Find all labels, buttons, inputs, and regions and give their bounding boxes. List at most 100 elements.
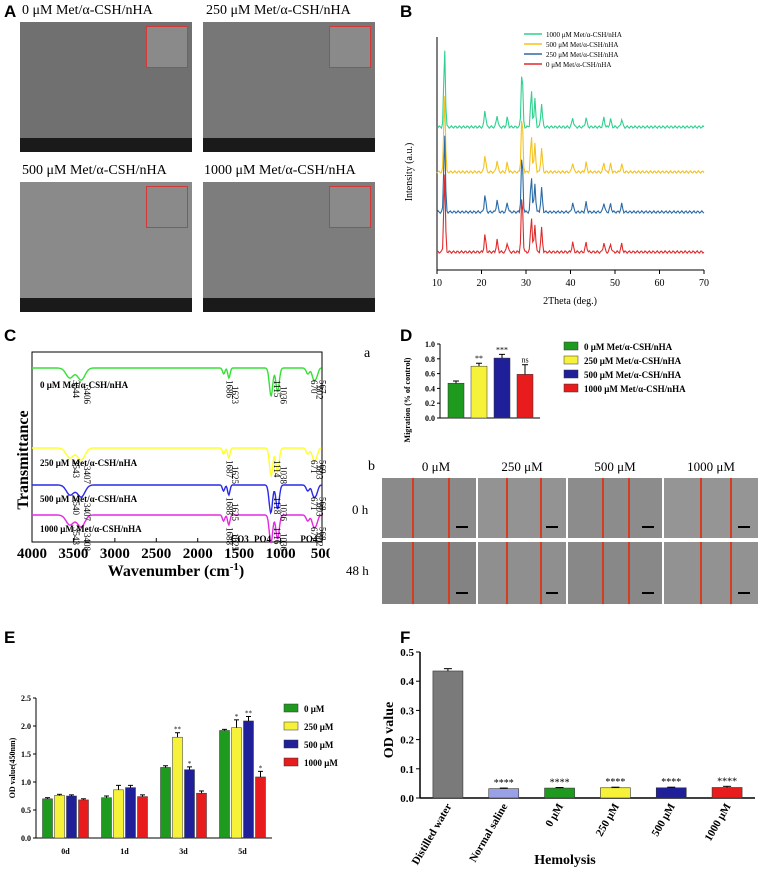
od-bar: [160, 767, 171, 839]
ftir-band-label: 1038: [278, 466, 288, 485]
od-bar: [172, 736, 183, 839]
xrd-legend-label: 1000 μM Met/α-CSH/nHA: [546, 31, 622, 39]
od-legend-swatch: [283, 721, 299, 731]
hemolysis-ylabel: OD value: [382, 702, 397, 758]
od-ylabel: OD value(450nm): [8, 737, 17, 798]
ftir-band-label: 603: [315, 466, 325, 480]
od-bar: [184, 769, 195, 839]
sem-inset-0: [146, 26, 188, 68]
ftir-band-label: 670: [309, 380, 319, 394]
od-x-tick-label: 0d: [61, 847, 70, 856]
ftir-series-line: [32, 484, 322, 515]
sem-inset-1: [329, 26, 371, 68]
xrd-ylabel: Intensity (a.u.): [404, 143, 415, 202]
hemolysis-y-tick-label: 0.1: [400, 764, 414, 776]
ftir-band-label: 1036: [279, 533, 289, 552]
od-legend-swatch: [283, 757, 299, 767]
od-y-tick-label: 1.0: [21, 778, 31, 787]
sem-image-1: [203, 22, 375, 152]
od-bar: [255, 776, 266, 839]
ftir-x-tick-label: 1500: [224, 546, 254, 562]
ftir-band-label: 3543: [71, 527, 81, 546]
scratch-col-label-1: 250 μM: [501, 459, 543, 474]
ftir-sample-label: 500 μM Met/α-CSH/nHA: [40, 494, 138, 504]
ftir-series-line: [32, 514, 322, 544]
migration-legend-label: 500 μM Met/α-CSH/nHA: [584, 370, 682, 380]
sem-title-1: 250 μM Met/α-CSH/nHA: [206, 3, 351, 18]
scratch-col-label-0: 0 μM: [421, 459, 451, 474]
xrd-x-tick-label: 30: [521, 278, 531, 289]
hemolysis-significance: ****: [661, 777, 681, 788]
od-significance: *: [259, 764, 263, 772]
hemolysis-y-tick-label: 0.5: [400, 647, 414, 659]
ftir-x-tick-label: 1000: [266, 546, 296, 562]
scratch-col-label-3: 1000 μM: [687, 459, 735, 474]
hemolysis-x-tick-label: 500 μM: [650, 801, 679, 839]
ftir-band-label: 3408: [82, 533, 92, 552]
od-x-tick-label: 1d: [120, 847, 129, 856]
migration-bar: [470, 365, 488, 419]
migration-y-tick-label: 0.0: [425, 414, 435, 423]
od-legend-label: 500 μM: [304, 740, 334, 750]
ftir-annotation: CO3: [231, 534, 250, 544]
ftir-band-label: 603: [315, 503, 325, 517]
scratch-image-48h-500: [568, 542, 662, 604]
hemolysis-y-tick-label: 0.3: [400, 705, 414, 717]
od-y-tick-label: 0.0: [21, 834, 31, 843]
scratch-image-48h-1000: [664, 542, 758, 604]
od-bar: [219, 730, 230, 839]
od-bar: [196, 792, 207, 839]
hemolysis-y-tick-label: 0.0: [400, 793, 414, 805]
ftir-band-label: 1115: [272, 380, 282, 398]
sem-inset-3: [329, 186, 371, 228]
sem-image-2: [20, 182, 192, 312]
od-bar: [243, 720, 254, 839]
panel-label-a: A: [4, 2, 17, 21]
xrd-x-tick-label: 50: [610, 278, 620, 289]
migration-legend-label: 0 μM Met/α-CSH/nHA: [584, 342, 673, 352]
migration-y-tick-label: 0.4: [425, 384, 435, 393]
od-significance: *: [235, 713, 239, 721]
migration-bar: [516, 374, 534, 419]
migration-y-tick-label: 0.8: [425, 355, 435, 364]
hemolysis-x-tick-label: Normal saline: [467, 801, 510, 864]
migration-y-tick-label: 0.2: [425, 399, 435, 408]
ftir-band-label: 1687: [225, 460, 235, 479]
od-y-tick-label: 1.5: [21, 750, 31, 759]
hemolysis-significance: ****: [605, 777, 625, 788]
ftir-band-label: 671: [309, 527, 319, 541]
sem-image-3: [203, 182, 375, 312]
ftir-sample-label: 0 μM Met/α-CSH/nHA: [40, 380, 129, 390]
hemolysis-y-tick-label: 0.2: [400, 735, 414, 747]
hemolysis-x-tick-label: Distilled water: [410, 801, 455, 867]
sem-title-0: 0 μM Met/α-CSH/nHA: [22, 3, 153, 18]
scratch-col-label-2: 500 μM: [594, 459, 636, 474]
od-legend-swatch: [283, 739, 299, 749]
sem-title-3: 1000 μM Met/α-CSH/nHA: [204, 163, 356, 178]
ftir-band-label: 1688: [225, 527, 235, 546]
ftir-chart: Transmittance 4000 3500 3000 2500 2000 1500 10…: [15, 351, 330, 580]
od-bar: [101, 797, 112, 839]
ftir-series-line: [32, 367, 322, 398]
ftir-band-label: 671: [309, 497, 319, 511]
migration-chart: Migration (% of control) 0.0 0.2 0.4 0.6 0.8…: [403, 340, 686, 442]
migration-legend-swatch: [563, 383, 579, 393]
hemolysis-chart: OD value 0.0 0.1 0.2 0.3 0.4 0.5 Distilled wat…: [382, 647, 755, 868]
od-bar: [66, 795, 77, 839]
xrd-x-tick-label: 70: [699, 278, 709, 289]
ftir-x-tick-label: 500: [311, 546, 330, 562]
ftir-band-label: 3407: [82, 466, 92, 485]
od-x-tick-label: 5d: [238, 847, 247, 856]
hemolysis-y-tick-label: 0.4: [400, 676, 414, 688]
migration-legend-swatch: [563, 355, 579, 365]
ftir-band-label: 1625: [230, 466, 240, 485]
hemolysis-xlabel: Hemolysis: [534, 853, 596, 868]
od-y-tick-label: 0.5: [21, 806, 31, 815]
ftir-x-tick-label: 3500: [58, 546, 88, 562]
ftir-x-tick-label: 2000: [183, 546, 213, 562]
panel-label-d: D: [400, 326, 413, 345]
hemolysis-significance: ****: [550, 777, 570, 788]
od-bar: [125, 787, 136, 839]
sem-image-0: [20, 22, 192, 152]
xrd-legend-label: 0 μM Met/α-CSH/nHA: [546, 61, 611, 69]
